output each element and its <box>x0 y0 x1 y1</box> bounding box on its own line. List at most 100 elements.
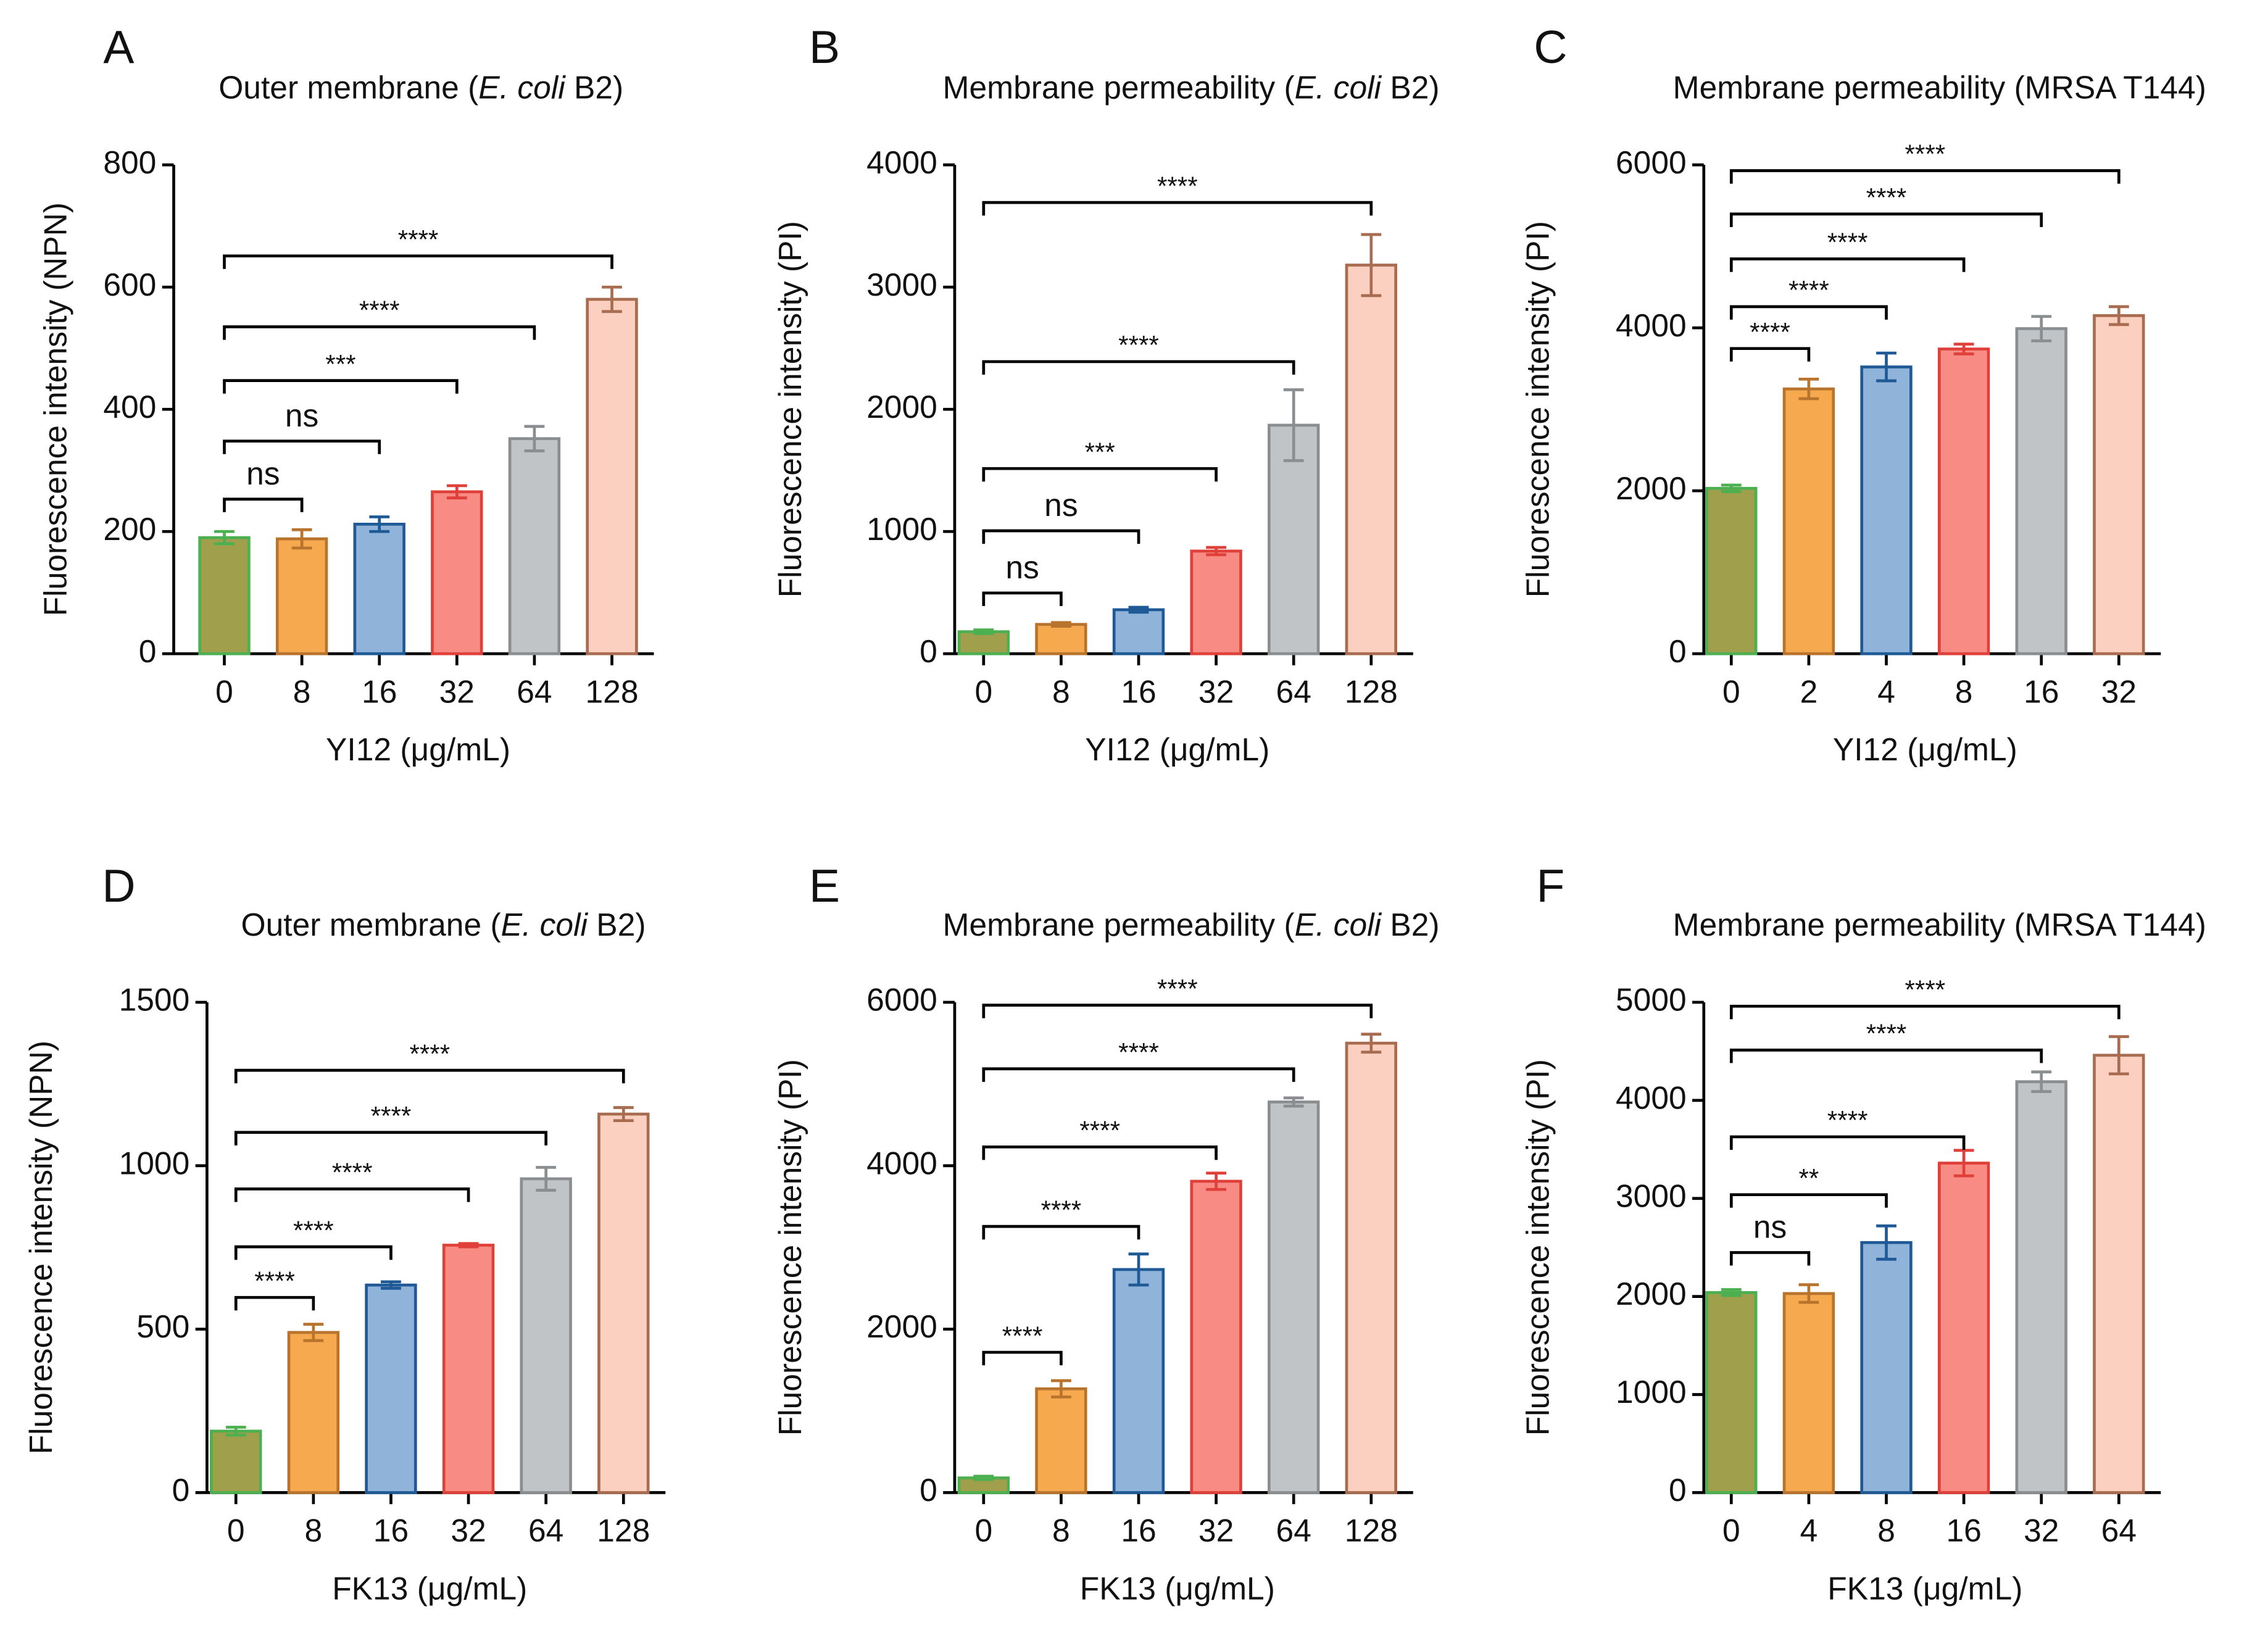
significance-label: ns <box>1005 549 1039 585</box>
bar <box>586 297 638 655</box>
significance-bracket <box>223 325 536 340</box>
error-bar <box>458 1242 479 1249</box>
title-part: E. coli <box>1295 69 1382 105</box>
y-axis-label: Fluorescence intensity (PI) <box>772 1059 808 1436</box>
significance-label: **** <box>1788 276 1829 305</box>
x-tick-label: 64 <box>528 1513 563 1549</box>
x-tick-label: 4 <box>1800 1513 1818 1549</box>
error-bar <box>1361 1033 1382 1054</box>
error-bar <box>973 628 994 635</box>
bar <box>1860 365 1913 655</box>
bar <box>957 630 1010 655</box>
error-bar <box>446 484 467 500</box>
x-tick-label: 0 <box>974 673 992 709</box>
x-tick-label: 128 <box>1345 673 1398 709</box>
y-tick-label: 0 <box>172 1472 190 1508</box>
y-tick-label: 2000 <box>866 1308 937 1344</box>
title-part: Outer membrane ( <box>218 69 478 105</box>
chart-title: Membrane permeability (E. coli B2) <box>943 69 1440 105</box>
x-tick-label: 16 <box>1121 1513 1156 1549</box>
x-tick-label: 0 <box>227 1513 245 1549</box>
error-bar <box>1206 546 1227 557</box>
x-tick-label: 2 <box>1800 673 1818 709</box>
significance-bracket <box>223 254 613 269</box>
chart-panel: D Outer membrane (E. coli B2) 0 500 1000 1500… <box>23 860 666 1606</box>
title-part: E. coli <box>478 69 566 105</box>
x-tick-label: 4 <box>1877 673 1895 709</box>
x-axis-label: FK13 (μg/mL) <box>1080 1570 1275 1606</box>
chart-title: Membrane permeability (E. coli B2) <box>943 907 1440 942</box>
y-tick-label: 500 <box>136 1308 189 1344</box>
significance-bracket <box>223 439 381 454</box>
significance-bracket <box>1729 1004 2121 1020</box>
error-bar <box>1206 1171 1227 1191</box>
significance-bracket <box>234 1295 315 1311</box>
title-part: B2) <box>1381 907 1440 942</box>
chart-panel: C Membrane permeability (MRSA T144) 0 2000 4… <box>1520 21 2206 767</box>
y-tick-label: 1500 <box>119 982 190 1018</box>
error-bar <box>2031 315 2052 343</box>
significance-label: *** <box>325 349 355 378</box>
x-tick-label: 8 <box>1052 1513 1070 1549</box>
x-tick-label: 32 <box>1198 1513 1234 1549</box>
y-tick-label: 0 <box>1669 1472 1687 1508</box>
chart-panel: F Membrane permeability (MRSA T144) 0 1000 2… <box>1520 860 2206 1606</box>
y-tick-label: 3000 <box>866 267 937 302</box>
x-tick-label: 0 <box>215 673 233 709</box>
x-tick-label: 16 <box>373 1513 409 1549</box>
significance-label: **** <box>254 1266 295 1295</box>
y-tick-label: 2000 <box>1616 470 1687 506</box>
bar <box>1190 1179 1242 1494</box>
error-bar <box>2031 1070 2052 1093</box>
title-part: Membrane permeability ( <box>943 69 1295 105</box>
significance-label: **** <box>293 1216 334 1245</box>
x-axis-label: FK13 (μg/mL) <box>332 1570 527 1606</box>
y-tick-label: 0 <box>920 633 937 669</box>
y-tick-label: 3000 <box>1616 1178 1687 1213</box>
x-tick-label: 8 <box>1955 673 1973 709</box>
significance-label: **** <box>1118 331 1159 360</box>
error-bar <box>1721 483 1742 493</box>
panel-letter: F <box>1536 860 1564 912</box>
error-bar <box>381 1280 401 1290</box>
panel-letter: B <box>809 21 840 73</box>
bar <box>2015 327 2067 655</box>
x-tick-label: 64 <box>1276 1513 1311 1549</box>
panel-letter: E <box>809 860 840 912</box>
significance-label: ns <box>285 397 318 433</box>
bar <box>1782 1292 1835 1494</box>
error-bar <box>1953 343 1974 356</box>
x-tick-label: 32 <box>2101 673 2137 709</box>
bar <box>1112 1268 1165 1494</box>
bar <box>1112 608 1165 655</box>
bar <box>1860 1241 1913 1494</box>
error-bar <box>291 528 312 550</box>
chart-title: Outer membrane (E. coli B2) <box>241 907 646 942</box>
y-tick-label: 1000 <box>1616 1374 1687 1410</box>
error-bar <box>1876 351 1896 383</box>
significance-bracket <box>982 1004 1373 1018</box>
significance-bracket <box>223 379 459 394</box>
x-tick-label: 8 <box>305 1513 323 1549</box>
bar <box>508 437 561 655</box>
x-tick-label: 16 <box>1121 673 1156 709</box>
title-part: E. coli <box>501 907 589 942</box>
y-axis-label: Fluorescence intensity (PI) <box>1520 1059 1556 1436</box>
y-tick-label: 6000 <box>1616 144 1687 180</box>
bar <box>1035 623 1087 655</box>
significance-label: **** <box>398 225 439 254</box>
bar <box>1268 423 1320 655</box>
bar <box>1705 1291 1758 1494</box>
x-axis-label: YI12 (μg/mL) <box>1833 731 2017 767</box>
y-axis-label: Fluorescence intensity (PI) <box>772 221 808 597</box>
error-bar <box>2108 1035 2129 1076</box>
bar <box>2093 314 2145 655</box>
significance-bracket <box>223 497 304 512</box>
error-bar <box>1361 233 1382 297</box>
x-tick-label: 16 <box>2024 673 2059 709</box>
x-tick-label: 32 <box>2024 1513 2059 1549</box>
y-tick-label: 4000 <box>866 1145 937 1181</box>
title-part: Membrane permeability (MRSA T144) <box>1673 907 2206 942</box>
error-bar <box>225 1426 246 1437</box>
